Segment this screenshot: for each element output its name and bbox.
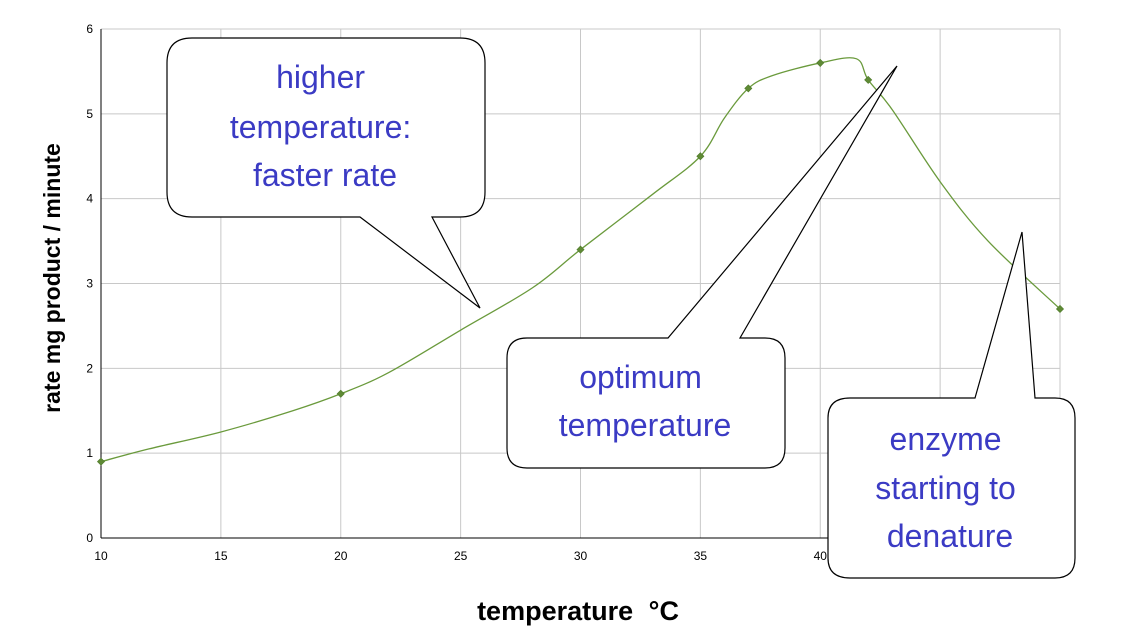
callout-line: faster rate (253, 157, 397, 193)
y-tick-label: 2 (86, 361, 93, 375)
callout-enzyme-denature: enzyme starting to denature (827, 231, 1076, 579)
data-point (864, 75, 873, 84)
data-point (816, 58, 825, 67)
data-point (744, 84, 753, 93)
data-point (336, 389, 345, 398)
callout-line: optimum (579, 359, 702, 395)
callout-optimum-temperature: optimum temperature (506, 65, 898, 469)
y-tick-label: 5 (86, 107, 93, 121)
svg-text:higher temperature:: higher temperature: faster rate (230, 59, 420, 193)
callout-higher-temperature: higher temperature: faster rate (166, 37, 486, 309)
y-tick-label: 6 (86, 22, 93, 36)
data-point (96, 457, 106, 466)
data-point (1055, 304, 1065, 313)
callout-line: starting to (875, 470, 1016, 506)
callout-line: temperature (559, 407, 732, 443)
svg-text:enzyme starting to: enzyme starting to denature (875, 421, 1024, 554)
callout-bubble (827, 231, 1076, 579)
data-point (576, 245, 585, 254)
x-axis-label: temperature (477, 596, 633, 626)
svg-text:optimum temperature: optimum temperature (559, 359, 732, 443)
x-tick-label: 10 (94, 549, 108, 563)
y-tick-label: 4 (86, 192, 93, 206)
x-axis-title: temperature °C (477, 596, 679, 626)
x-tick-label: 35 (694, 549, 708, 563)
y-tick-label: 3 (86, 277, 93, 291)
callout-bubble (166, 37, 486, 309)
x-tick-label: 15 (214, 549, 228, 563)
x-axis-unit: °C (649, 596, 679, 626)
series-layer (96, 57, 1065, 466)
data-point (696, 152, 705, 161)
callout-line: temperature: (230, 109, 411, 145)
callout-line: denature (887, 518, 1013, 554)
y-tick-label: 0 (86, 531, 93, 545)
y-tick-label: 1 (86, 446, 93, 460)
callout-line: enzyme (890, 421, 1002, 457)
x-tick-label: 30 (574, 549, 588, 563)
x-tick-label: 25 (454, 549, 468, 563)
series-line (100, 57, 1061, 463)
callout-bubble (506, 65, 898, 469)
callout-line: higher (276, 59, 365, 95)
x-tick-label: 40 (814, 549, 828, 563)
x-tick-label: 20 (334, 549, 348, 563)
y-axis-title: rate mg product / minute (39, 143, 65, 413)
